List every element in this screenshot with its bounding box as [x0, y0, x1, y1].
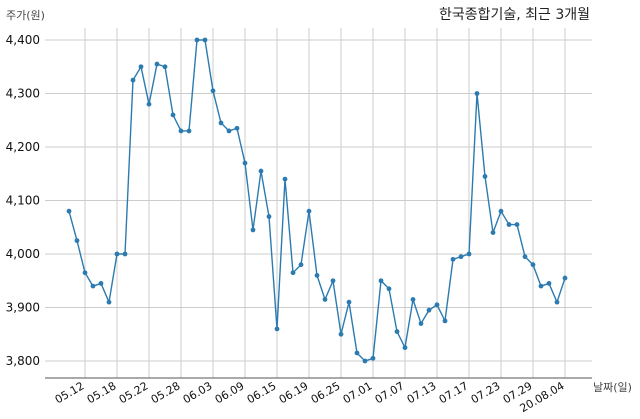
data-point [410, 297, 416, 302]
data-point [194, 37, 200, 43]
x-tick-labels: 05.1205.1805.2205.2806.0306.0906.1506.19… [53, 379, 567, 415]
x-tick-label: 07.23 [469, 379, 503, 406]
data-point [330, 278, 336, 284]
data-point [234, 125, 240, 131]
data-point [442, 318, 448, 324]
data-point [186, 128, 192, 134]
data-point [458, 254, 464, 260]
data-point [298, 262, 304, 268]
data-point [394, 329, 400, 334]
data-point [314, 273, 320, 278]
data-point [322, 297, 328, 302]
x-tick-label: 07.13 [405, 379, 439, 406]
x-tick-label: 05.12 [53, 379, 87, 406]
data-point [514, 222, 520, 227]
data-point [546, 281, 552, 286]
data-point [202, 37, 208, 43]
y-axis-label: 주가(원) [6, 9, 45, 22]
data-point [386, 286, 392, 292]
data-point [226, 128, 232, 134]
data-point [146, 101, 152, 107]
data-point [370, 355, 376, 361]
data-point [354, 350, 360, 356]
data-point [466, 251, 472, 257]
data-point [106, 299, 112, 305]
data-point [130, 77, 136, 83]
y-tick-label: 4,300 [6, 87, 40, 101]
x-tick-label: 06.09 [213, 379, 247, 406]
data-point [138, 64, 144, 70]
data-point [290, 270, 296, 276]
data-point [306, 208, 312, 214]
data-point [418, 321, 424, 326]
data-point [482, 174, 488, 179]
x-tick-label: 06.03 [181, 379, 215, 406]
y-tick-label: 4,000 [6, 247, 40, 261]
x-tick-label: 05.22 [117, 379, 151, 406]
data-point [82, 270, 88, 276]
data-point [258, 168, 264, 174]
y-tick-label: 4,400 [6, 33, 40, 47]
data-point [74, 238, 80, 244]
data-point [434, 302, 440, 308]
data-point [266, 214, 272, 219]
data-point [362, 358, 368, 364]
y-tick-labels: 3,800 3,900 4,000 4,100 4,200 4,300 4,400 [6, 33, 40, 368]
data-points [66, 37, 568, 364]
x-axis-label: 날짜(일) [593, 380, 632, 394]
x-tick-label: 05.28 [149, 379, 183, 406]
x-tick-label: 07.17 [437, 379, 471, 406]
data-point [98, 281, 104, 286]
data-point [426, 307, 432, 313]
data-point [474, 91, 480, 96]
y-tick-label: 3,800 [6, 354, 40, 368]
y-tick-label: 3,900 [6, 301, 40, 315]
data-point [274, 326, 280, 332]
data-point [242, 160, 248, 166]
data-point [562, 275, 568, 281]
data-point [162, 64, 168, 70]
data-point [250, 227, 256, 233]
y-tick-label: 4,200 [6, 140, 40, 154]
data-point [498, 208, 504, 214]
x-tick-label: 07.01 [341, 379, 375, 406]
data-point [506, 222, 512, 227]
data-point [402, 345, 408, 351]
data-point [122, 251, 128, 257]
x-tick-label: 06.19 [277, 379, 311, 406]
chart-title: 한국종합기술, 최근 3개월 [439, 7, 590, 23]
data-point [154, 61, 160, 67]
data-point [210, 88, 216, 94]
data-point [554, 299, 560, 305]
data-point [178, 128, 184, 134]
data-point [218, 120, 224, 126]
data-point [346, 299, 352, 305]
x-tick-label: 07.07 [373, 379, 407, 406]
data-point [530, 262, 536, 268]
x-tick-label: 06.25 [309, 379, 343, 406]
y-tick-label: 4,100 [6, 194, 40, 208]
data-point [490, 230, 496, 236]
data-point [66, 208, 72, 214]
data-point [114, 251, 120, 257]
x-tick-label: 06.15 [245, 379, 279, 406]
data-point [170, 112, 176, 118]
data-point [450, 256, 456, 262]
data-point [338, 331, 344, 337]
data-point [378, 278, 384, 284]
data-point [90, 283, 96, 289]
data-point [522, 254, 528, 260]
data-point [282, 176, 288, 182]
x-tick-label: 05.18 [85, 379, 119, 406]
data-point [538, 283, 544, 289]
